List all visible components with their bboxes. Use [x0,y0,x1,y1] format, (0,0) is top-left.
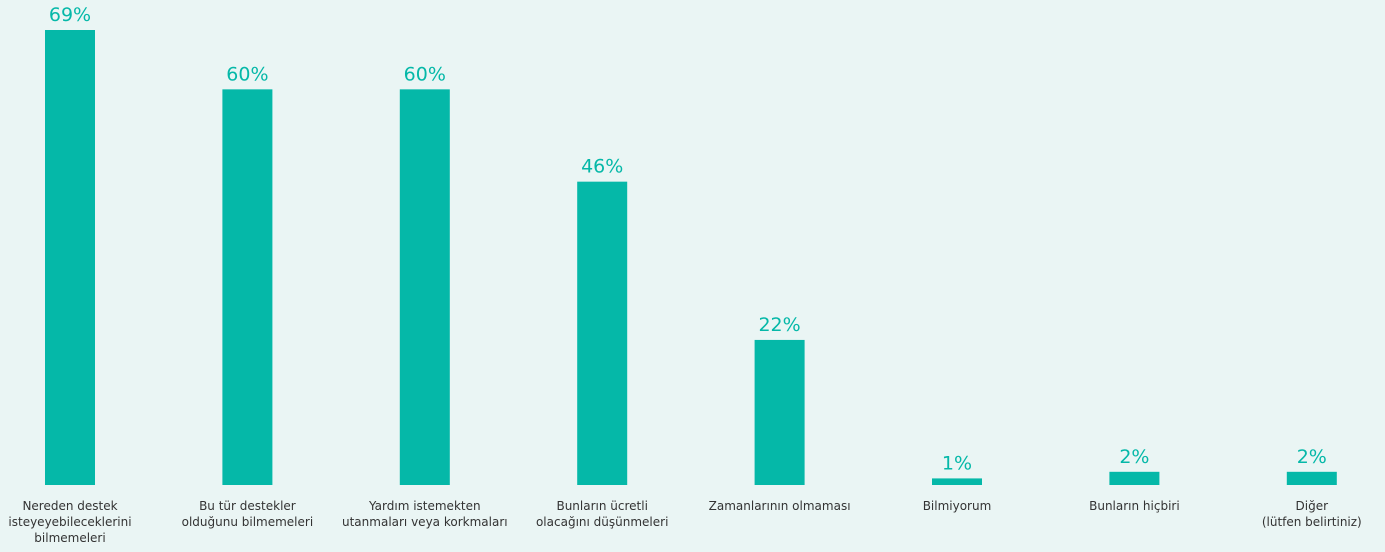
bar [932,478,982,485]
bar [577,181,628,485]
category-label: Zamanlarının olmaması [709,499,851,513]
bar [399,89,450,485]
bar [222,89,273,485]
category-label: Diğer (lütfen belirtiniz) [1262,499,1362,529]
bar [1109,471,1160,485]
category-label: Bunların ücretli olacağını düşünmeleri [536,499,668,529]
value-label: 60% [404,63,446,85]
value-label: 69% [49,4,91,26]
value-label: 60% [226,63,268,85]
category-label: Bu tür destekler olduğunu bilmemeleri [182,499,314,529]
value-label: 2% [1119,446,1149,468]
category-label: Yardım istemekten utanmaları veya korkmal… [342,499,508,529]
bar [754,339,805,485]
bar [1286,471,1337,485]
bar [45,30,95,485]
value-label: 1% [942,452,972,474]
category-label: Bunların hiçbiri [1089,499,1180,513]
value-label: 46% [581,156,623,178]
value-label: 22% [758,314,800,336]
value-label: 2% [1297,446,1327,468]
category-label: Nereden destek isteyeyebileceklerini bilme… [8,499,131,545]
category-label: Bilmiyorum [923,499,992,513]
